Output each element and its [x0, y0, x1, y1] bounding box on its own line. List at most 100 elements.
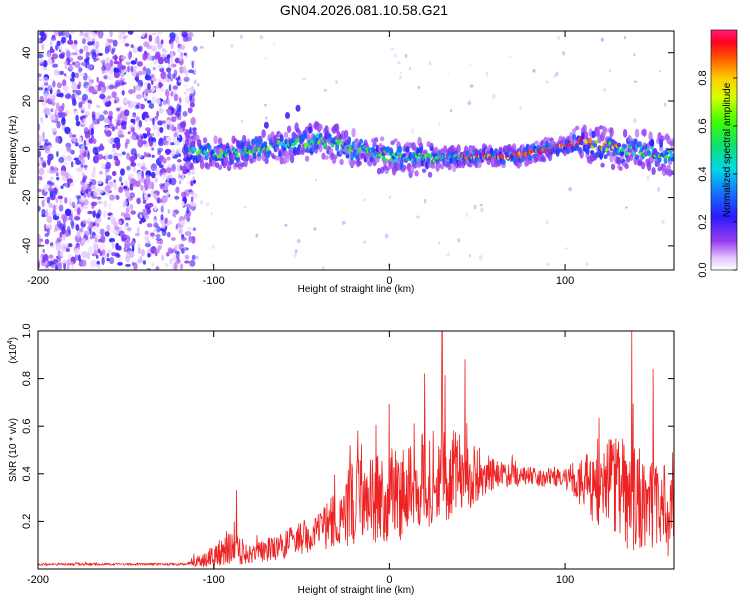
noise-speckle [187, 226, 192, 231]
ridge-core [236, 154, 240, 158]
noise-speckle [101, 163, 106, 170]
noise-speckle [130, 162, 137, 167]
ridge-halo [439, 163, 445, 170]
noise-speckle [152, 117, 155, 126]
noise-speckle [107, 216, 111, 220]
noise-speckle [140, 135, 144, 140]
noise-speckle [133, 118, 136, 125]
noise-speckle [129, 192, 135, 199]
faint-speckle [564, 247, 569, 250]
faint-speckle [448, 250, 450, 255]
ridge-mid [267, 150, 272, 155]
noise-speckle [141, 211, 147, 218]
noise-speckle [47, 157, 51, 166]
noise-speckle [183, 52, 187, 56]
noise-speckle [90, 89, 97, 94]
noise-speckle [124, 142, 128, 149]
noise-speckle [56, 82, 63, 89]
noise-speckle [60, 112, 66, 118]
noise-speckle [170, 77, 174, 82]
faint-speckle [450, 108, 453, 113]
ridge-mid [350, 151, 355, 161]
ridge-satellite [295, 104, 301, 112]
faint-speckle [313, 227, 317, 231]
noise-speckle [157, 120, 163, 126]
noise-speckle [129, 183, 134, 191]
noise-speckle [115, 253, 121, 258]
noise-speckle [53, 31, 60, 36]
noise-speckle [96, 180, 103, 185]
noise-speckle [171, 124, 175, 132]
noise-speckle [175, 110, 182, 116]
faint-speckle [646, 176, 650, 181]
noise-speckle [129, 155, 136, 163]
noise-speckle [38, 134, 43, 143]
noise-speckle [173, 211, 177, 218]
noise-speckle [53, 69, 59, 76]
faint-speckle [362, 240, 367, 244]
faint-speckle [195, 255, 199, 260]
noise-speckle [73, 157, 79, 161]
noise-speckle [116, 107, 121, 112]
noise-speckle [189, 202, 196, 207]
ridge-core [500, 154, 504, 159]
noise-speckle [141, 170, 144, 179]
ridge-halo [534, 140, 539, 145]
noise-speckle [58, 156, 65, 164]
ridge-core [293, 142, 297, 146]
noise-speckle [72, 99, 77, 106]
noise-speckle [179, 121, 186, 128]
noise-speckle [90, 184, 96, 191]
noise-speckle [126, 152, 131, 160]
noise-speckle [187, 107, 193, 114]
noise-speckle [135, 104, 140, 109]
noise-speckle [38, 241, 42, 247]
noise-speckle [160, 39, 164, 45]
faint-speckle [265, 116, 268, 120]
noise-speckle [60, 70, 64, 76]
noise-speckle [184, 83, 187, 88]
noise-speckle [146, 130, 151, 138]
noise-speckle [163, 53, 168, 58]
noise-speckle [193, 179, 197, 184]
noise-speckle [139, 220, 143, 225]
noise-speckle [38, 260, 41, 269]
noise-speckle [137, 243, 141, 247]
noise-speckle [163, 185, 169, 191]
noise-speckle [108, 202, 112, 211]
noise-speckle [131, 261, 135, 266]
noise-speckle [161, 172, 168, 181]
noise-speckle [68, 198, 72, 207]
noise-speckle [171, 237, 176, 241]
noise-speckle [175, 186, 180, 194]
noise-speckle [144, 230, 149, 235]
ridge-halo [603, 127, 608, 134]
noise-speckle [70, 77, 75, 82]
faint-speckle [200, 200, 204, 205]
noise-speckle [44, 138, 49, 146]
ridge-halo [261, 129, 266, 138]
noise-speckle [124, 43, 130, 47]
noise-speckle [97, 248, 101, 254]
ridge-core [315, 133, 320, 139]
noise-speckle [177, 153, 182, 158]
noise-speckle [92, 210, 96, 218]
noise-speckle [75, 224, 80, 231]
noise-speckle [166, 91, 170, 98]
ridge-halo [199, 159, 205, 170]
noise-speckle [66, 154, 72, 162]
noise-speckle [173, 131, 178, 138]
snr-y-tick-label: 0.8 [21, 371, 33, 386]
faint-speckle [399, 72, 402, 75]
noise-speckle [72, 139, 77, 143]
noise-speckle [38, 87, 43, 91]
faint-speckle [509, 55, 512, 59]
noise-speckle [96, 31, 101, 34]
ridge-mid [647, 150, 652, 157]
ridge-halo [373, 137, 379, 143]
noise-speckle [74, 254, 79, 261]
noise-speckle [111, 252, 117, 257]
noise-speckle [183, 91, 187, 95]
noise-speckle [151, 32, 158, 36]
noise-speckle [165, 136, 172, 142]
